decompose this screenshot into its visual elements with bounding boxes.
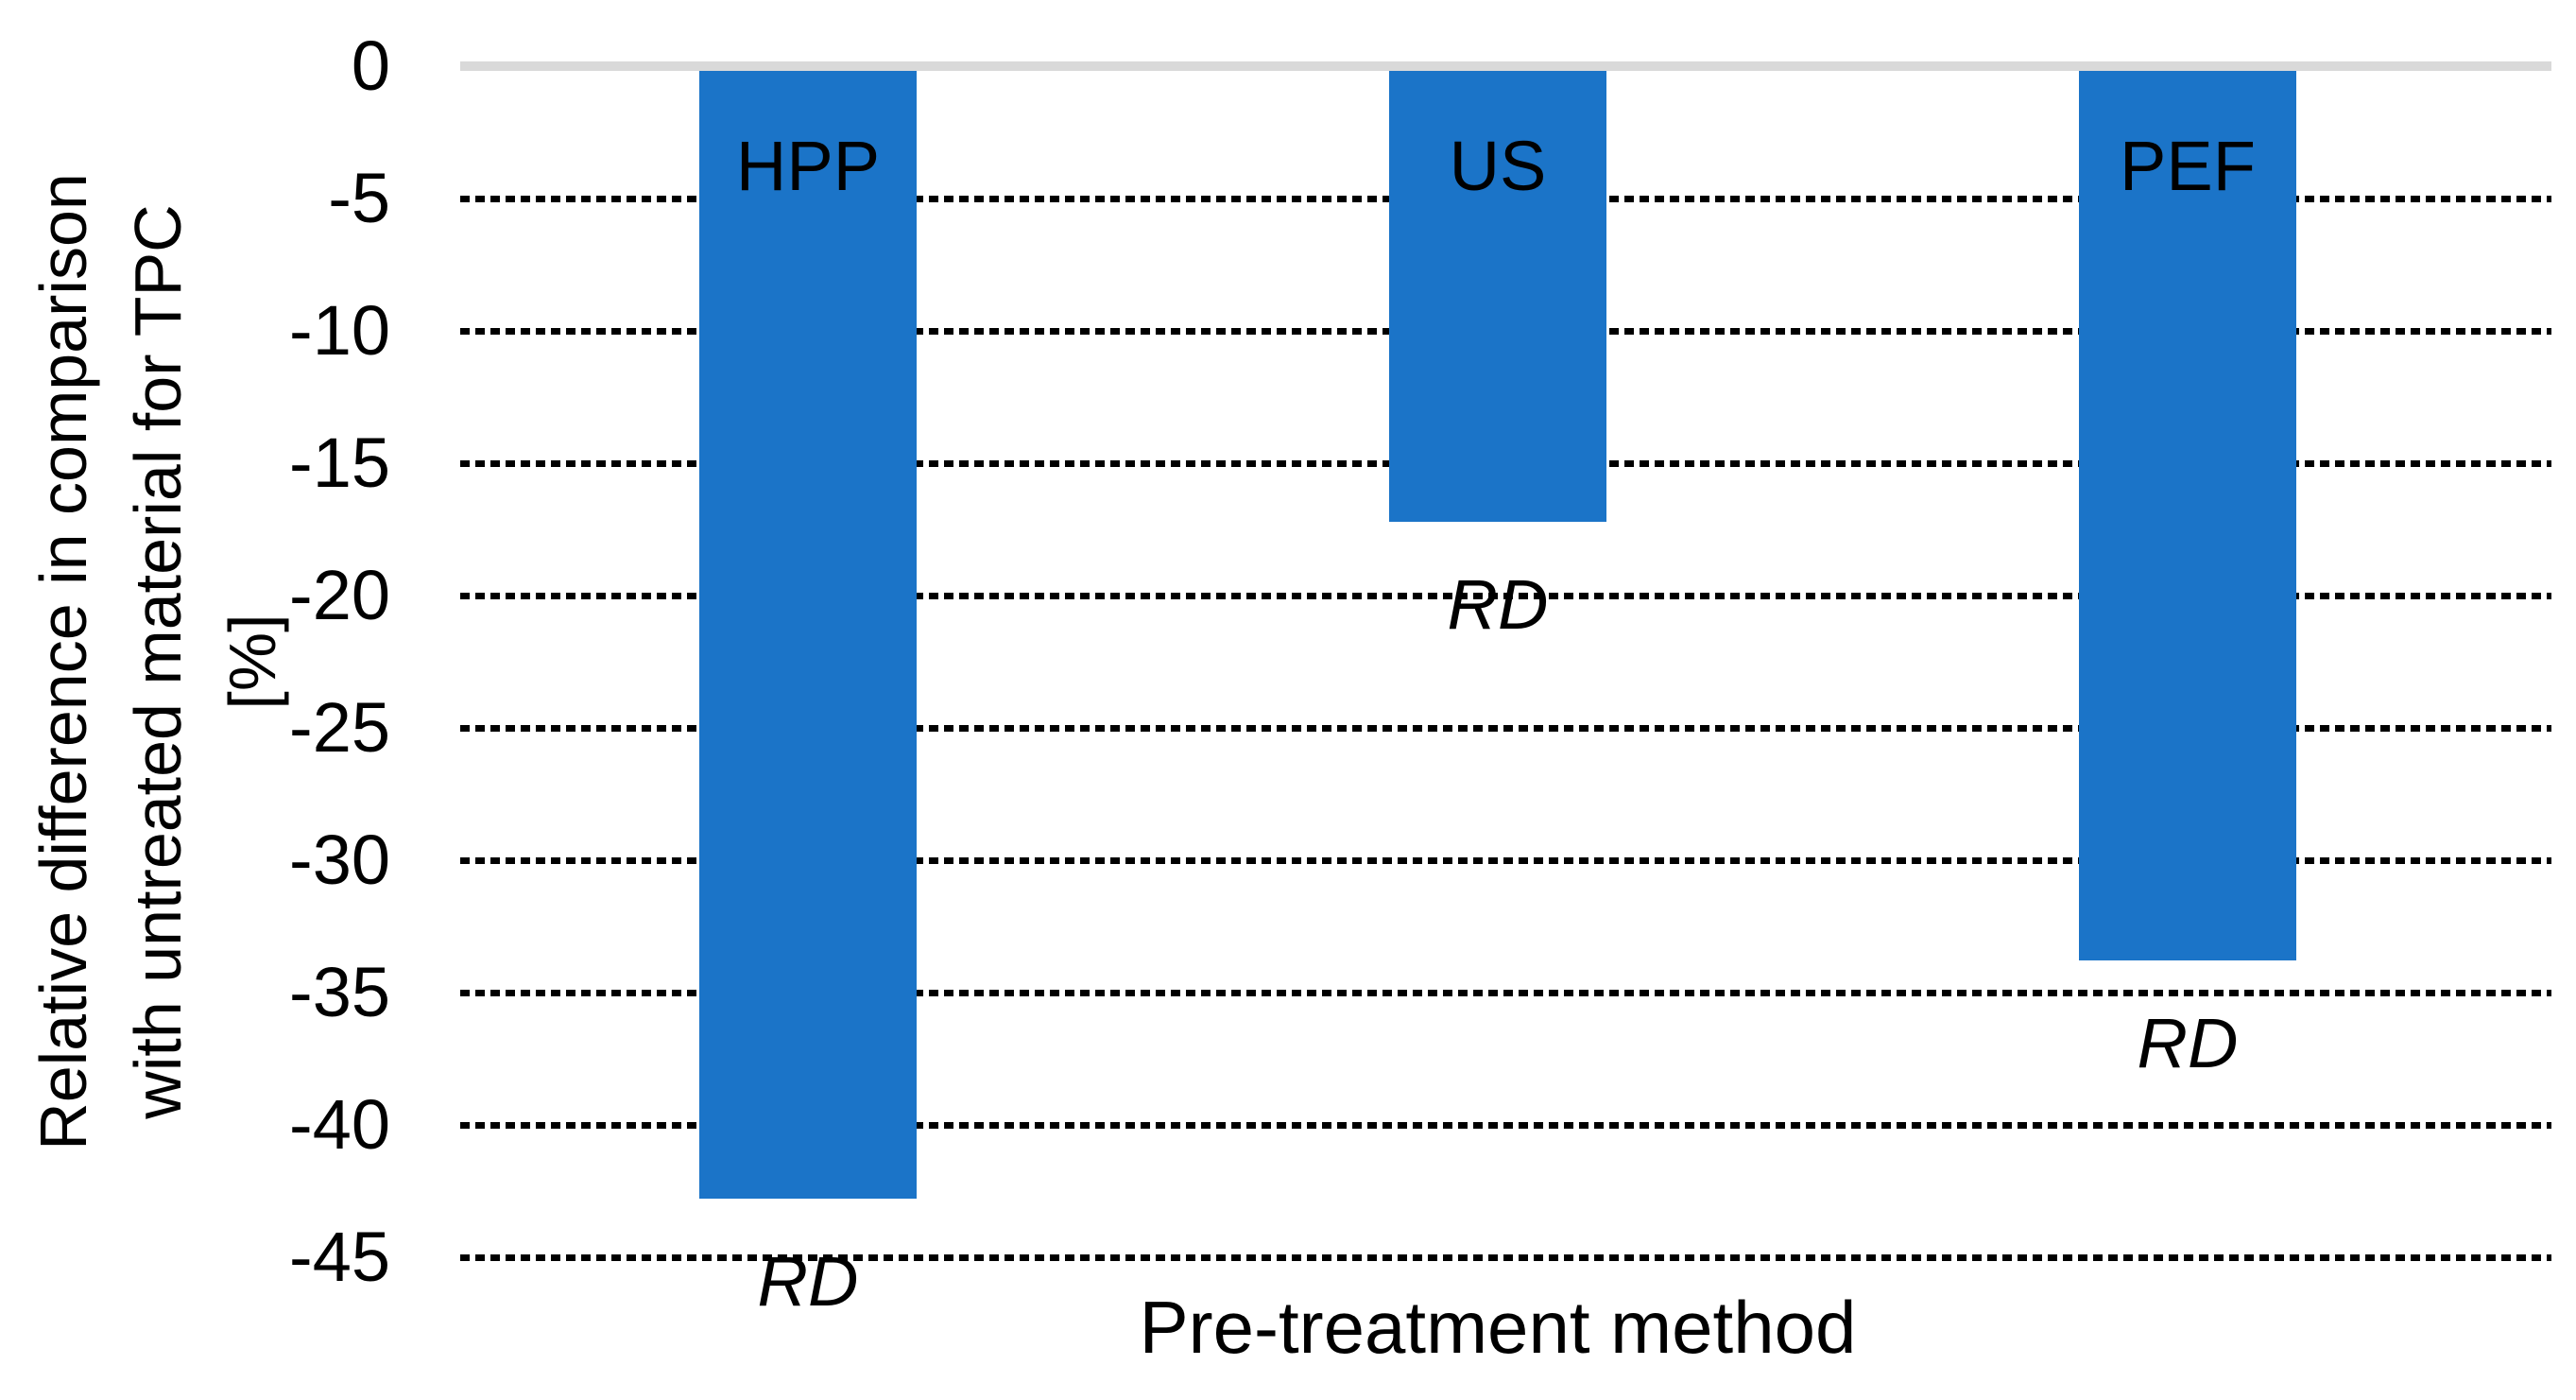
gridline--35 bbox=[460, 990, 2551, 996]
y-tick-label--15: -15 bbox=[289, 423, 390, 502]
y-tick-label--45: -45 bbox=[289, 1218, 390, 1296]
annotation-rd-us: RD bbox=[1447, 565, 1549, 644]
y-tick-label-0: 0 bbox=[351, 26, 390, 105]
annotation-rd-pef: RD bbox=[2137, 1004, 2239, 1082]
x-axis-title: Pre-treatment method bbox=[1139, 1286, 1857, 1369]
bar-label-hpp: HPP bbox=[735, 127, 881, 205]
gridline--30 bbox=[460, 857, 2551, 864]
gridline--20 bbox=[460, 593, 2551, 599]
gridline--25 bbox=[460, 725, 2551, 732]
bar-label-pef: PEF bbox=[2120, 127, 2256, 205]
bar-us bbox=[1389, 66, 1606, 522]
y-tick-label--35: -35 bbox=[289, 953, 390, 1031]
y-tick-label--10: -10 bbox=[289, 291, 390, 370]
y-tick-label--20: -20 bbox=[289, 556, 390, 634]
bar-pef bbox=[2079, 66, 2296, 960]
y-tick-label--5: -5 bbox=[328, 159, 390, 237]
bar-label-us: US bbox=[1449, 127, 1547, 205]
gridline--40 bbox=[460, 1122, 2551, 1129]
y-tick-label--30: -30 bbox=[289, 821, 390, 899]
gridline--45 bbox=[460, 1254, 2551, 1261]
y-tick-label--25: -25 bbox=[289, 688, 390, 767]
y-tick-label--40: -40 bbox=[289, 1085, 390, 1164]
bar-hpp bbox=[699, 66, 917, 1199]
x-axis-zero-line bbox=[460, 61, 2551, 71]
annotation-rd-hpp: RD bbox=[757, 1242, 859, 1321]
